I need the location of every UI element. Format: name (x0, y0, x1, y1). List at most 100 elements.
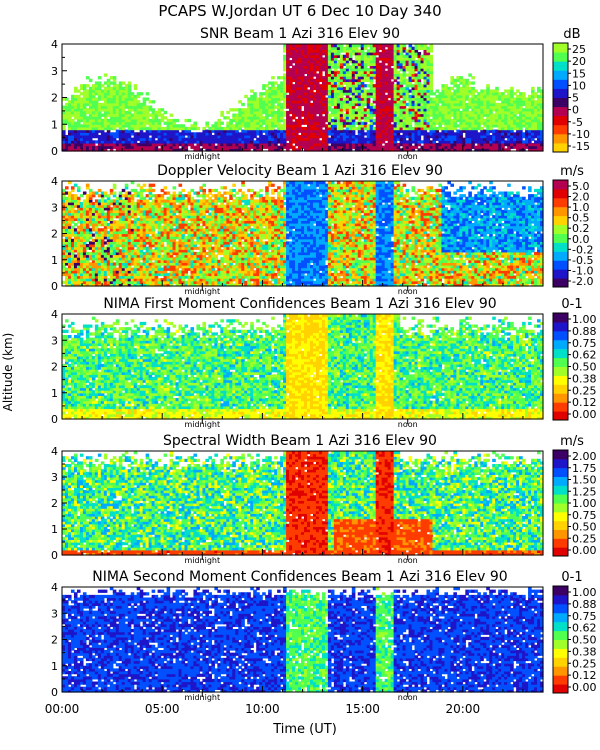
heatmap-cell (351, 129, 356, 136)
heatmap-cell (453, 84, 457, 88)
heatmap-cell (163, 283, 168, 287)
heatmap-cell (190, 137, 195, 144)
heatmap-cell (145, 267, 150, 271)
heatmap-cell (175, 272, 180, 277)
heatmap-cell (223, 223, 227, 227)
heatmap-cell (289, 207, 293, 216)
heatmap-cell (330, 134, 335, 139)
heatmap-cell (375, 121, 380, 125)
heatmap-cell (133, 278, 138, 282)
heatmap-cell (339, 118, 344, 123)
heatmap-cell (462, 86, 466, 109)
heatmap-cell (97, 233, 102, 237)
heatmap-cell (196, 272, 201, 277)
heatmap-cell (333, 121, 338, 125)
heatmap-cell (309, 181, 314, 185)
heatmap-cell (435, 118, 440, 125)
heatmap-cell (372, 118, 377, 123)
heatmap-cell (79, 254, 84, 258)
heatmap-cell (190, 217, 195, 221)
heatmap-cell (208, 132, 212, 144)
heatmap-cell (178, 132, 183, 136)
heatmap-cell (360, 44, 365, 48)
heatmap-cell (486, 148, 490, 152)
heatmap-cell (142, 244, 147, 248)
heatmap-cell (121, 251, 126, 256)
heatmap-cell (238, 230, 242, 235)
heatmap-cell (106, 270, 111, 277)
heatmap-cell (79, 220, 84, 224)
heatmap-cell (345, 54, 350, 58)
heatmap-cell (196, 283, 201, 287)
heatmap-cell (318, 129, 323, 136)
heatmap-cell (238, 241, 242, 245)
heatmap-cell (363, 46, 368, 50)
heatmap-cell (154, 129, 159, 139)
heatmap-cell (199, 270, 204, 274)
heatmap-cell (196, 126, 201, 131)
heatmap-cell (154, 212, 159, 216)
heatmap-cell (142, 265, 147, 269)
figure-title: PCAPS W.Jordan UT 6 Dec 10 Day 340 (158, 2, 441, 20)
heatmap-cell (274, 249, 278, 256)
heatmap-cell (477, 92, 481, 96)
heatmap-cell (205, 236, 209, 240)
heatmap-cell (67, 275, 72, 279)
heatmap-cell (462, 108, 466, 112)
heatmap-cell (474, 89, 478, 93)
heatmap-cell (510, 137, 514, 144)
heatmap-cell (181, 251, 186, 258)
heatmap-cell (130, 194, 135, 200)
heatmap-cell (130, 267, 135, 271)
heatmap-cell (280, 246, 284, 253)
heatmap-cell (67, 102, 72, 112)
heatmap-cell (163, 110, 168, 115)
heatmap-cell (357, 110, 362, 123)
heatmap-cell (214, 188, 218, 193)
heatmap-cell (85, 134, 90, 141)
heatmap-cell (73, 212, 78, 216)
heatmap-cell (157, 272, 162, 277)
heatmap-cell (501, 102, 505, 107)
heatmap-cell (318, 249, 323, 253)
heatmap-cell (280, 118, 284, 123)
heatmap-cell (178, 126, 183, 131)
heatmap-cell (208, 270, 212, 274)
heatmap-cell (375, 52, 380, 56)
heatmap-cell (223, 204, 227, 211)
heatmap-cell (396, 70, 401, 75)
heatmap-cell (62, 110, 66, 115)
heatmap-cell (426, 97, 431, 101)
heatmap-cell (184, 202, 189, 206)
heatmap-cell (79, 251, 84, 256)
heatmap-cell (253, 236, 257, 240)
heatmap-cell (85, 257, 90, 261)
heatmap-cell (62, 199, 66, 203)
heatmap-cell (238, 108, 242, 117)
heatmap-cell (292, 280, 296, 287)
heatmap-cell (148, 137, 153, 141)
heatmap-cell (241, 207, 245, 211)
heatmap-cell (112, 140, 117, 144)
heatmap-cell (190, 142, 195, 149)
heatmap-cell (375, 84, 380, 88)
heatmap-cell (250, 251, 254, 256)
heatmap-cell (187, 132, 192, 136)
heatmap-cell (480, 129, 484, 136)
heatmap-cell (375, 68, 380, 75)
heatmap-cell (420, 102, 425, 107)
heatmap-cell (181, 126, 186, 131)
heatmap-cell (396, 46, 401, 50)
heatmap-cell (226, 259, 230, 263)
heatmap-cell (256, 124, 260, 128)
heatmap-cell (306, 60, 311, 64)
heatmap-cell (423, 126, 428, 131)
heatmap-cell (298, 105, 302, 109)
heatmap-cell (136, 132, 141, 136)
heatmap-cell (333, 140, 338, 144)
heatmap-cell (384, 137, 389, 141)
heatmap-cell (154, 238, 159, 242)
heatmap-cell (306, 54, 311, 61)
heatmap-cell (408, 49, 413, 53)
heatmap-cell (118, 209, 123, 214)
